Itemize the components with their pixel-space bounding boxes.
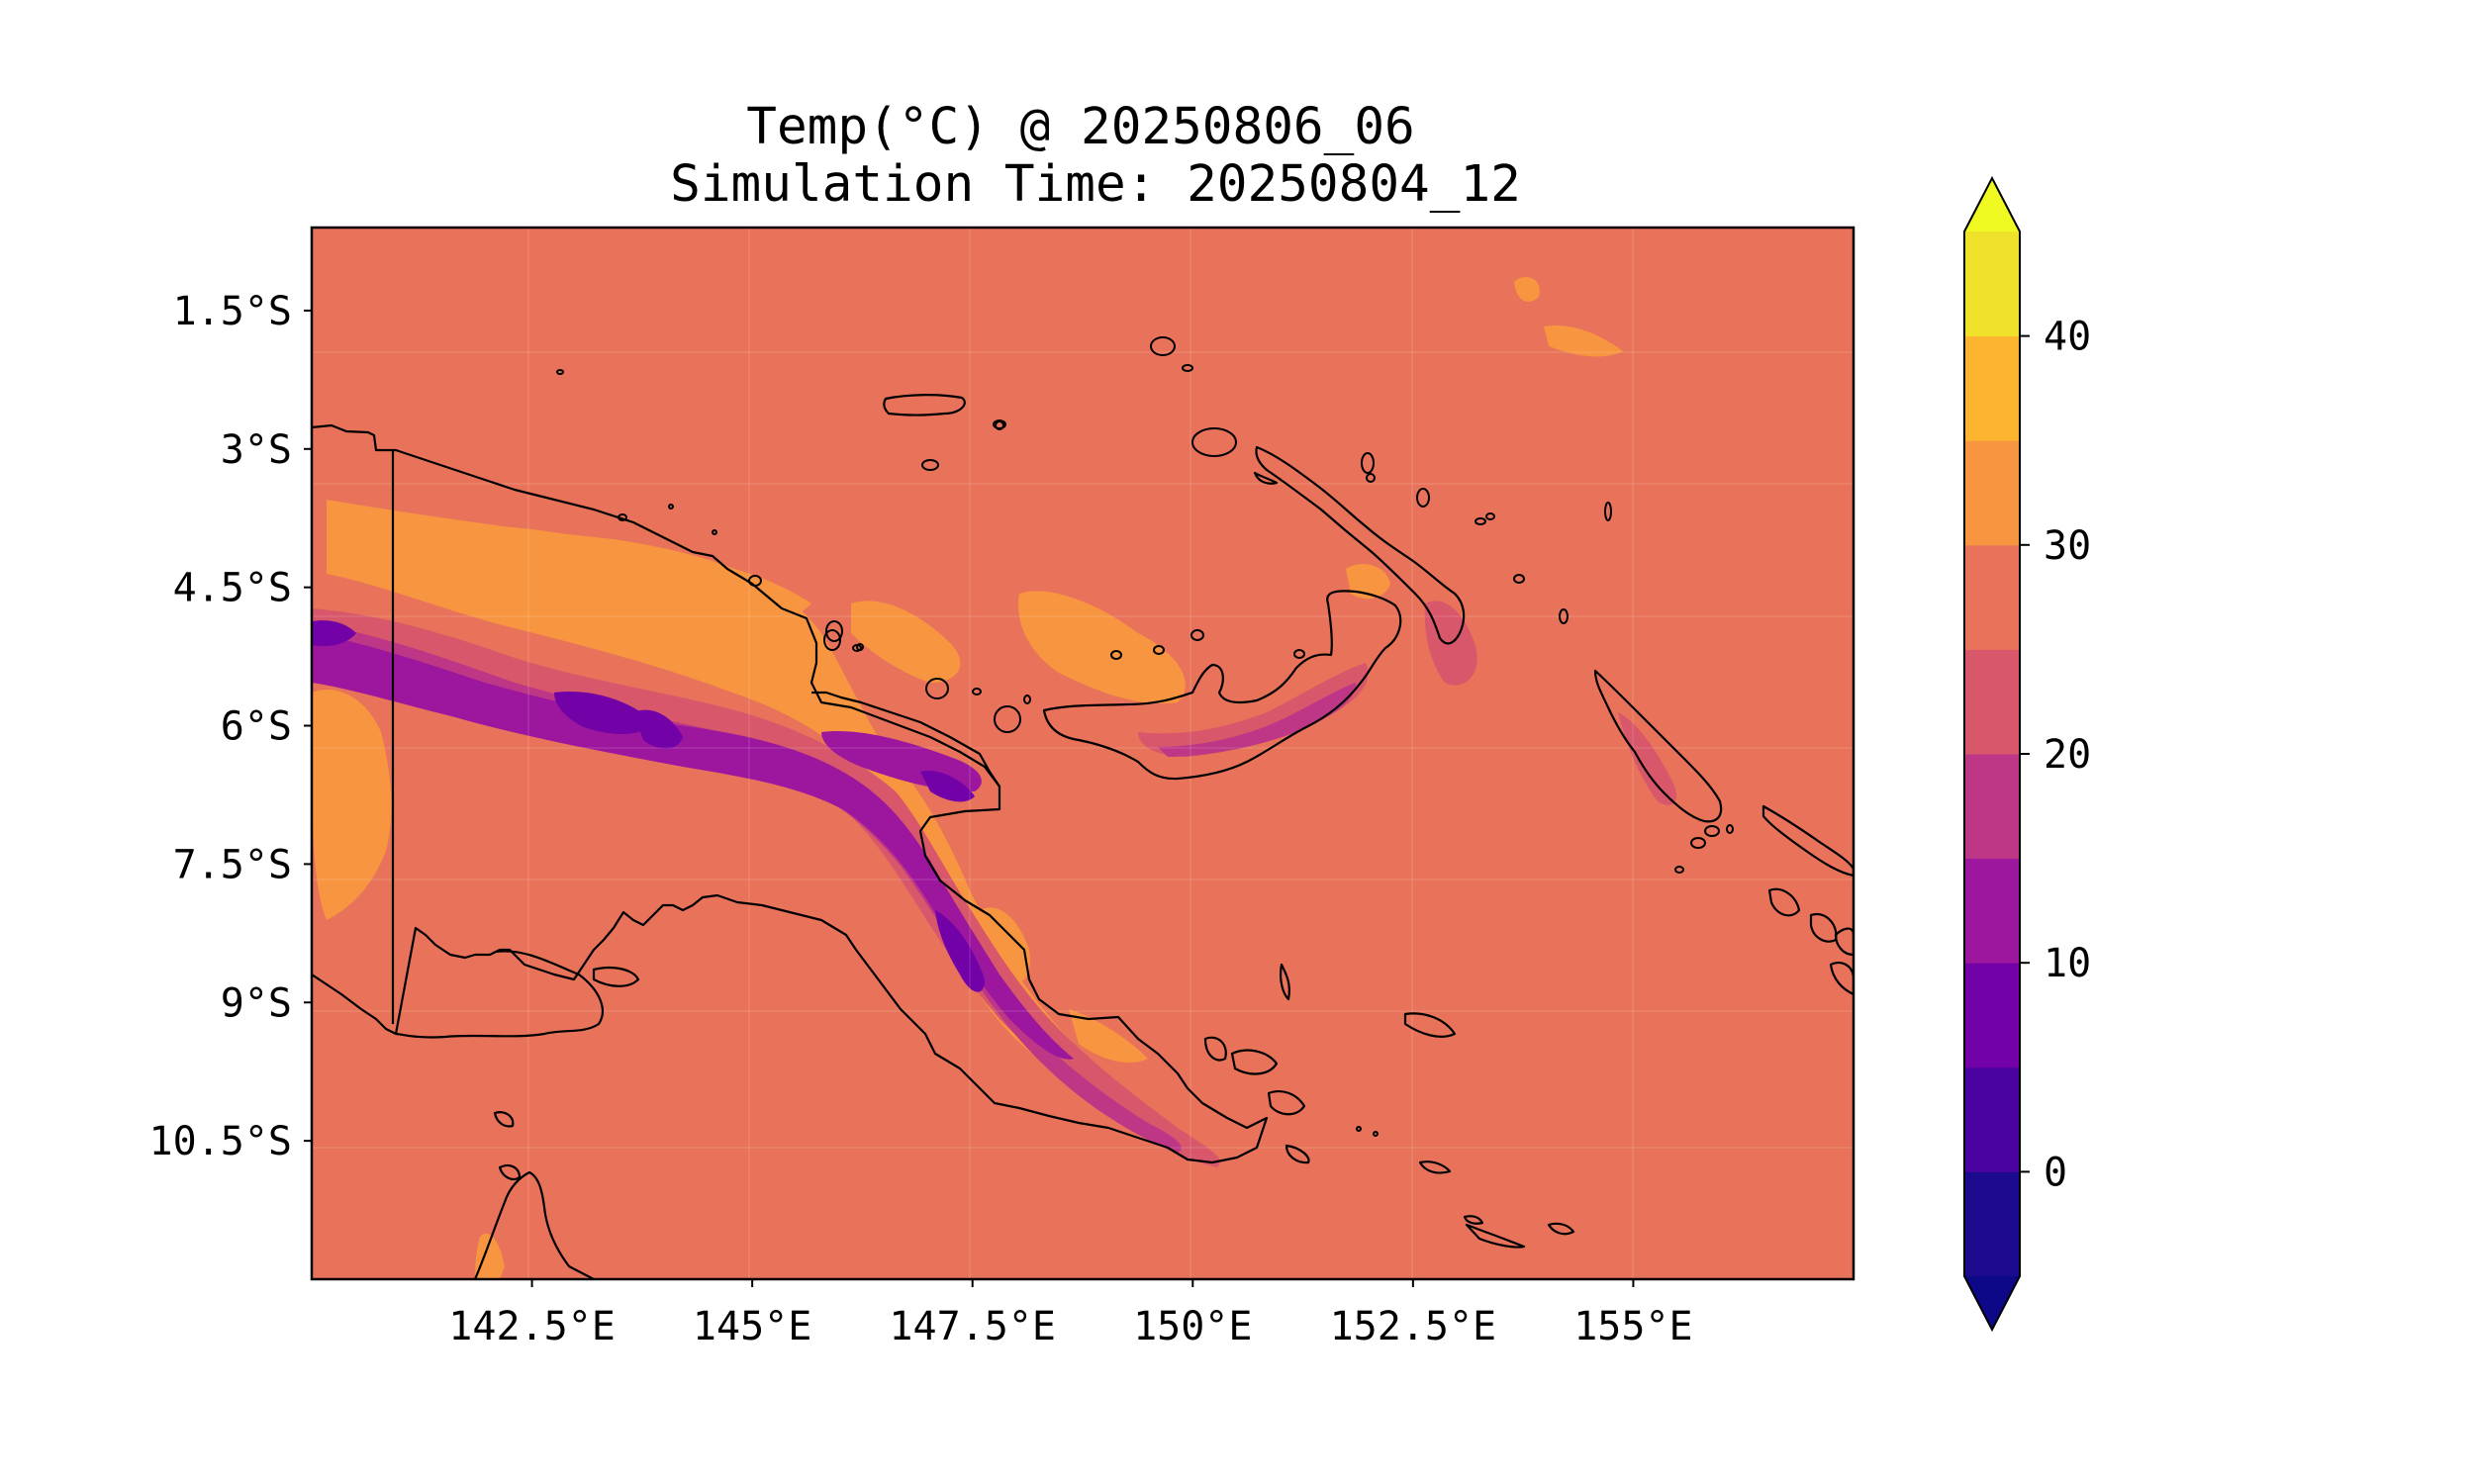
colorbar-tick-label: 40: [2044, 315, 2091, 360]
colorbar-tick-label: 20: [2044, 732, 2091, 778]
temperature-contours: [312, 277, 1677, 1279]
colorbar-segment: [1964, 754, 2020, 860]
colorbar-over-arrow: [1964, 178, 2020, 232]
longitude-tick-label: 155°E: [1573, 1304, 1692, 1349]
colorbar-tick-label: 30: [2044, 523, 2091, 569]
longitude-tick-label: 152.5°E: [1330, 1304, 1497, 1349]
longitude-tick-label: 147.5°E: [889, 1304, 1056, 1349]
latitude-tick-label: 6°S: [221, 704, 292, 750]
colorbar-outline: [1963, 175, 2021, 1333]
coastlines: [312, 394, 1854, 1279]
colorbar-segment: [1964, 335, 2020, 441]
colorbar-segment: [1964, 963, 2020, 1068]
colorbar-tick-label: 10: [2044, 941, 2091, 986]
colorbar-segment: [1964, 440, 2020, 546]
map-panel: [312, 228, 1854, 1279]
colorbar: 0 10 20 30 40: [1963, 175, 2091, 1333]
longitude-tick-label: 142.5°E: [448, 1304, 616, 1349]
colorbar-segment: [1964, 1171, 2020, 1277]
colorbar-segment: [1964, 1067, 2020, 1172]
longitude-tick-label: 145°E: [693, 1304, 811, 1349]
colorbar-segment: [1964, 544, 2020, 650]
colorbar-segment: [1964, 649, 2020, 755]
longitude-axis: 142.5°E 145°E 147.5°E 150°E 152.5°E 155°E: [448, 1279, 1693, 1349]
small-islands: [556, 336, 1734, 1137]
latitude-tick-label: 1.5°S: [173, 289, 292, 334]
longitude-tick-label: 150°E: [1133, 1304, 1252, 1349]
map-frame: [310, 226, 1856, 1281]
latitude-tick-label: 10.5°S: [149, 1119, 293, 1164]
latitude-tick-label: 3°S: [221, 427, 292, 473]
map-subtitle: Simulation Time: 20250804_12: [670, 155, 1521, 214]
map-title: Temp(°C) @ 20250806_06: [746, 98, 1415, 156]
colorbar-segment: [1964, 232, 2020, 337]
colorbar-tick-label: 0: [2044, 1150, 2067, 1195]
map-background: [312, 228, 1854, 1279]
latitude-tick-label: 9°S: [221, 980, 292, 1026]
graticule: [312, 228, 1854, 1279]
colorbar-segment: [1964, 858, 2020, 964]
colorbar-under-arrow: [1964, 1276, 2020, 1330]
latitude-axis: 1.5°S 3°S 4.5°S 6°S 7.5°S 9°S 10.5°S: [149, 289, 312, 1164]
latitude-tick-label: 4.5°S: [173, 566, 292, 611]
latitude-tick-label: 7.5°S: [173, 842, 292, 887]
